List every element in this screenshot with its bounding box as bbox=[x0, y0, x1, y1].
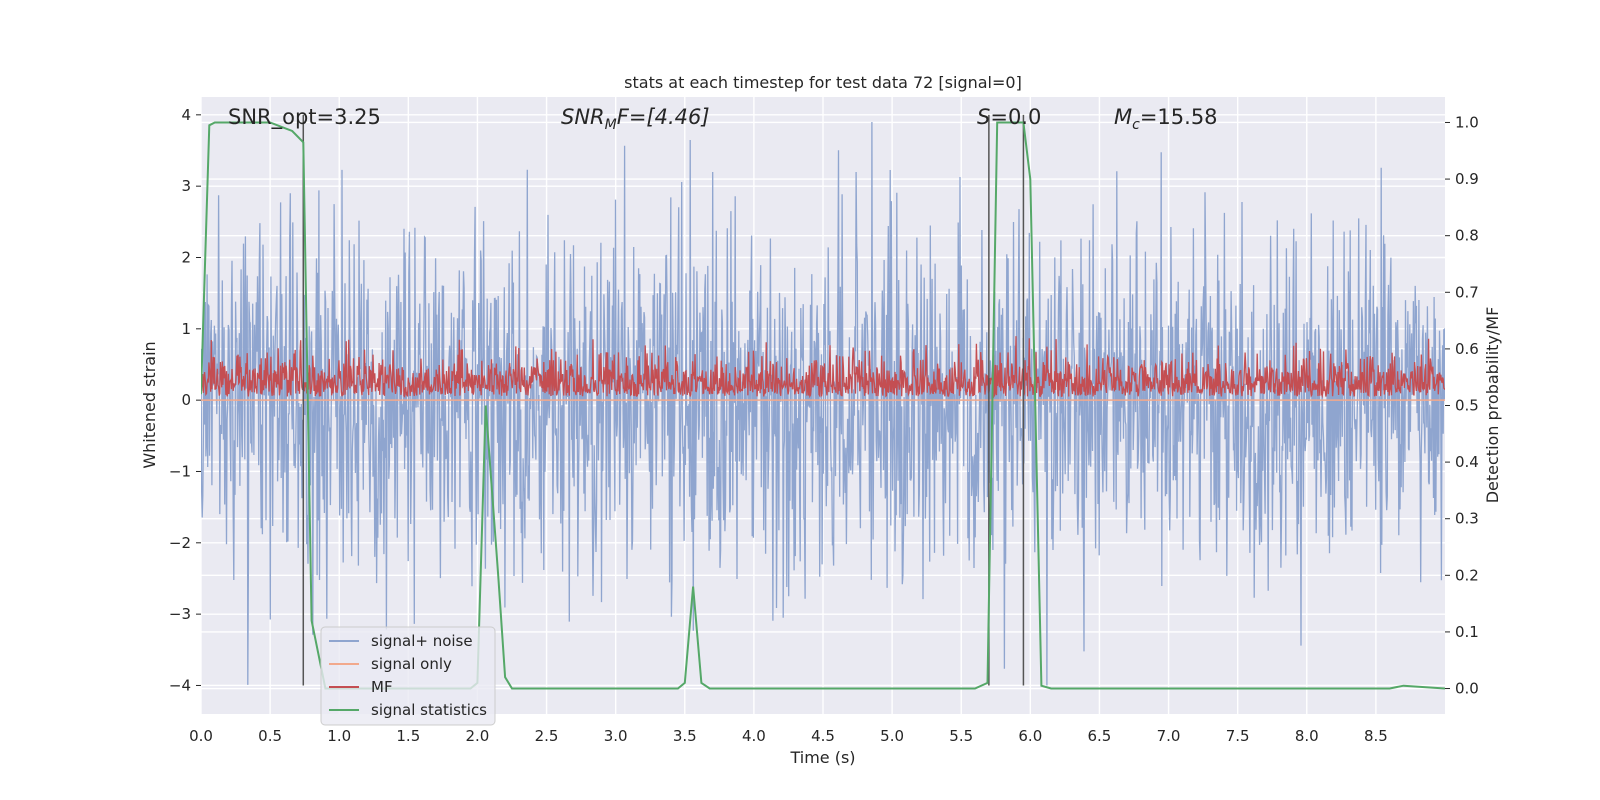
y-tick-label: −2 bbox=[169, 534, 191, 552]
y-tick-labels: −4 −3 −2 −1 0 1 2 3 4 bbox=[169, 106, 201, 694]
x-tick-label: 2.0 bbox=[466, 727, 490, 745]
annotation-snr-mf-prefix: SNR bbox=[561, 105, 605, 129]
x-tick-label: 7.5 bbox=[1226, 727, 1250, 745]
legend-label: signal statistics bbox=[371, 701, 487, 719]
y-right-tick-label: 0.6 bbox=[1455, 340, 1479, 358]
x-tick-label: 6.0 bbox=[1018, 727, 1042, 745]
x-tick-label: 8.5 bbox=[1364, 727, 1388, 745]
y-right-tick-label: 0.1 bbox=[1455, 623, 1479, 641]
y-right-tick-label: 0.8 bbox=[1455, 227, 1479, 245]
y-right-axis-label: Detection probability/MF bbox=[1483, 307, 1502, 504]
y-axis-label: Whitened strain bbox=[140, 341, 159, 468]
y-tick-label: −3 bbox=[169, 605, 191, 623]
series-signal-statistics-line bbox=[201, 121, 1445, 690]
y-right-tick-label: 0.7 bbox=[1455, 283, 1479, 301]
x-axis-label: Time (s) bbox=[789, 748, 855, 767]
annotation-snr-mf: SNRMF=[4.46] bbox=[561, 105, 710, 133]
x-tick-labels: 0.0 0.5 1.0 1.5 2.0 2.5 3.0 3.5 4.0 4.5 5.0 5.5 6.0 6… bbox=[189, 727, 1388, 745]
annotation-snr-opt: SNR_opt=3.25 bbox=[228, 105, 381, 130]
legend-label: signal+ noise bbox=[371, 632, 473, 650]
series-layer bbox=[201, 114, 1445, 690]
y-right-tick-label: 1.0 bbox=[1455, 113, 1479, 131]
y-right-tick-label: 0.9 bbox=[1455, 170, 1479, 188]
x-tick-label: 5.5 bbox=[949, 727, 973, 745]
legend-label: signal only bbox=[371, 655, 452, 673]
y-tick-label: 2 bbox=[181, 248, 191, 266]
legend-label: MF bbox=[371, 678, 393, 696]
y-tick-label: 0 bbox=[181, 391, 191, 409]
y-tick-label: −1 bbox=[169, 462, 191, 480]
x-tick-label: 6.5 bbox=[1088, 727, 1112, 745]
y-right-tick-label: 0.3 bbox=[1455, 510, 1479, 528]
y-right-tick-label: 0.2 bbox=[1455, 566, 1479, 584]
annotation-mc-prefix: M bbox=[1114, 105, 1132, 129]
y-tick-label: −4 bbox=[169, 676, 191, 694]
series-mf-line bbox=[201, 336, 1445, 399]
x-tick-label: 3.5 bbox=[673, 727, 697, 745]
y-right-tick-labels: 0.0 0.1 0.2 0.3 0.4 0.5 0.6 0.7 0.8 0.9 1.0 bbox=[1445, 113, 1479, 698]
legend: signal+ noise signal only MF signal statist… bbox=[320, 626, 496, 726]
annotation-s: S=0.0 bbox=[977, 105, 1041, 129]
x-tick-label: 2.5 bbox=[535, 727, 559, 745]
x-tick-label: 1.0 bbox=[327, 727, 351, 745]
annotation-mc-rest: =15.58 bbox=[1140, 105, 1218, 129]
x-tick-label: 3.0 bbox=[604, 727, 628, 745]
chart-title: stats at each timestep for test data 72 … bbox=[624, 73, 1022, 92]
x-tick-label: 7.0 bbox=[1157, 727, 1181, 745]
annotation-mc-sub: c bbox=[1132, 117, 1140, 133]
x-tick-label: 4.0 bbox=[742, 727, 766, 745]
annotation-s-prefix: S bbox=[977, 105, 990, 129]
annotation-s-rest: =0.0 bbox=[990, 105, 1041, 129]
x-tick-label: 0.5 bbox=[258, 727, 282, 745]
legend-box bbox=[320, 626, 496, 726]
y-tick-label: 1 bbox=[181, 320, 191, 338]
x-tick-label: 4.5 bbox=[811, 727, 835, 745]
y-right-tick-label: 0.5 bbox=[1455, 397, 1479, 415]
annotation-snr-mf-sub: M bbox=[605, 117, 617, 133]
annotation-mc: Mc=15.58 bbox=[1114, 105, 1218, 133]
annotation-snr-mf-rest: F=[4.46] bbox=[617, 105, 710, 129]
y-tick-label: 3 bbox=[181, 177, 191, 195]
y-right-tick-label: 0.0 bbox=[1455, 680, 1479, 698]
x-tick-label: 0.0 bbox=[189, 727, 213, 745]
y-tick-label: 4 bbox=[181, 106, 191, 124]
y-right-tick-label: 0.4 bbox=[1455, 453, 1479, 471]
x-tick-label: 8.0 bbox=[1295, 727, 1319, 745]
x-tick-label: 1.5 bbox=[396, 727, 420, 745]
series-signal-noise-line bbox=[201, 121, 1445, 686]
x-tick-label: 5.0 bbox=[880, 727, 904, 745]
